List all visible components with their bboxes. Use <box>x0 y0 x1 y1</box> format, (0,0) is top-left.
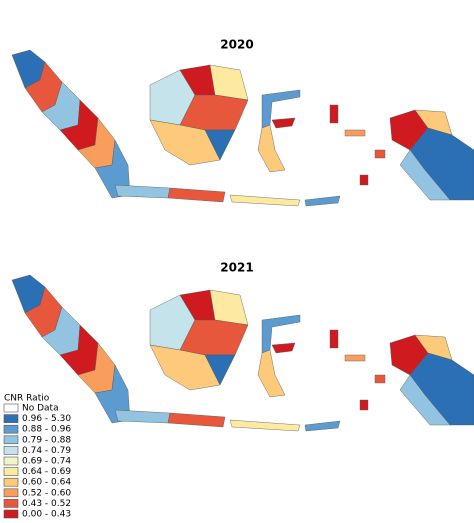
legend-swatch <box>3 509 19 519</box>
legend-label: No Data <box>22 404 59 414</box>
legend-swatch <box>3 424 19 434</box>
map-title: 2021 <box>220 261 253 275</box>
legend-label: 0.60 - 0.64 <box>22 478 71 488</box>
legend-label: 0.88 - 0.96 <box>22 425 71 435</box>
legend-swatch <box>3 435 19 445</box>
legend-label: 0.64 - 0.69 <box>22 467 71 477</box>
legend-label: 0.79 - 0.88 <box>22 435 71 445</box>
legend-swatch <box>3 488 19 498</box>
map-2020 <box>11 49 474 207</box>
legend-swatch <box>3 414 19 423</box>
legend-swatch <box>3 403 19 413</box>
legend-swatch <box>3 456 19 466</box>
legend-swatch <box>3 477 19 487</box>
legend-title: CNR Ratio <box>4 394 50 404</box>
legend-label: 0.43 - 0.52 <box>22 499 71 509</box>
map-title: 2020 <box>220 38 253 52</box>
legend-label: 0.69 - 0.74 <box>22 457 71 467</box>
legend-label: 0.00 - 0.43 <box>22 510 71 520</box>
legend-label: 0.52 - 0.60 <box>22 488 71 498</box>
legend-swatch <box>3 446 19 455</box>
legend-label: 0.96 - 5.30 <box>22 414 71 424</box>
map-2021 <box>11 274 474 432</box>
legend-swatch <box>3 499 19 508</box>
legend-label: 0.74 - 0.79 <box>22 446 71 456</box>
legend-swatch <box>3 467 19 476</box>
